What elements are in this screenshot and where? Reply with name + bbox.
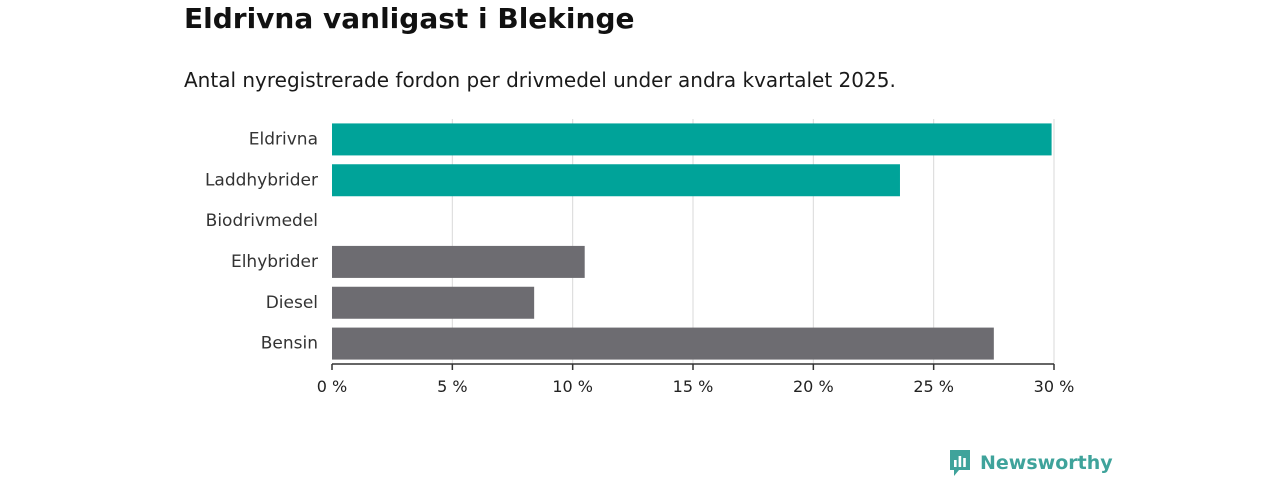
bar-bensin: [332, 327, 994, 360]
category-label: Laddhybrider: [205, 170, 318, 190]
bar-elhybrider: [332, 245, 585, 278]
x-tick-label: 30 %: [1034, 377, 1075, 396]
category-label: Bensin: [261, 334, 318, 354]
category-label: Diesel: [266, 293, 318, 313]
brand-name: Newsworthy: [980, 452, 1113, 474]
category-label: Biodrivmedel: [206, 211, 318, 231]
bar-eldrivna: [332, 123, 1052, 156]
brand-logo: Newsworthy: [948, 448, 1113, 478]
x-tick-label: 20 %: [793, 377, 834, 396]
x-tick-label: 25 %: [913, 377, 954, 396]
category-label: Eldrivna: [249, 129, 318, 149]
x-tick-label: 15 %: [673, 377, 714, 396]
x-tick-label: 5 %: [437, 377, 467, 396]
bar-diesel: [332, 286, 535, 319]
x-tick-label: 0 %: [317, 377, 347, 396]
chart-title: Eldrivna vanligast i Blekinge: [184, 2, 635, 35]
newsworthy-logo-icon: [950, 450, 970, 476]
chart-subtitle: Antal nyregistrerade fordon per drivmede…: [184, 68, 896, 92]
bar-laddhybrider: [332, 164, 900, 197]
x-tick-label: 10 %: [552, 377, 593, 396]
category-label: Elhybrider: [231, 252, 318, 272]
